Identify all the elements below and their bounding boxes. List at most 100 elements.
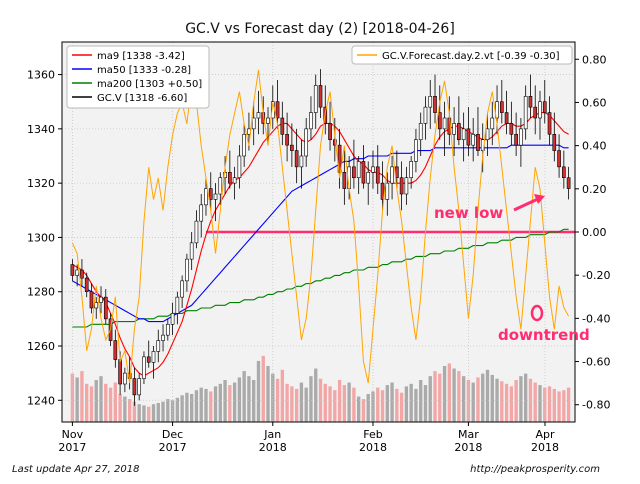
candle-body bbox=[99, 296, 103, 303]
candle-body bbox=[84, 277, 89, 293]
candle-body bbox=[304, 128, 309, 157]
candle-body bbox=[318, 85, 323, 108]
volume-bar bbox=[509, 386, 514, 422]
candle bbox=[437, 85, 442, 140]
candle bbox=[371, 150, 375, 189]
candle-body bbox=[542, 101, 547, 113]
x-tick-label-month: Feb bbox=[363, 428, 382, 441]
candle-body bbox=[146, 356, 151, 363]
candle-body bbox=[423, 106, 428, 124]
volume-bar bbox=[342, 385, 347, 422]
y-tick-label: 1240 bbox=[27, 394, 55, 407]
candle bbox=[399, 161, 404, 211]
volume-bar bbox=[461, 376, 466, 422]
volume-bar bbox=[423, 385, 428, 422]
volume-bar bbox=[156, 402, 160, 422]
candle-body bbox=[414, 139, 418, 162]
candle-body bbox=[275, 101, 280, 119]
candle bbox=[499, 80, 504, 124]
candle bbox=[180, 275, 184, 308]
volume-bar bbox=[89, 386, 94, 422]
volume-bar bbox=[452, 368, 456, 422]
candle-body bbox=[566, 177, 571, 189]
volume-bar bbox=[361, 399, 366, 422]
volume-bar bbox=[533, 382, 537, 422]
volume-bar bbox=[514, 380, 518, 422]
candle bbox=[156, 329, 161, 363]
candle bbox=[509, 101, 514, 146]
legend-forecast: GC.V.Forecast.day.2.vt [-0.39 -0.30] bbox=[351, 45, 573, 65]
y2-tick-label: -0.40 bbox=[582, 312, 610, 325]
y2-tick-label: -0.20 bbox=[582, 269, 610, 282]
candle bbox=[213, 183, 218, 222]
volume-bar bbox=[127, 399, 132, 422]
candle-body bbox=[194, 220, 199, 244]
volume-bar bbox=[524, 373, 528, 422]
forecast-line bbox=[71, 69, 570, 384]
candle-body bbox=[547, 112, 552, 135]
candle-body bbox=[75, 269, 79, 276]
x-tick-label-year: 2018 bbox=[359, 441, 387, 454]
volume-bar bbox=[519, 376, 523, 422]
candle bbox=[151, 346, 156, 379]
candle-body bbox=[113, 340, 118, 360]
candle bbox=[242, 123, 246, 167]
volume-bar bbox=[481, 373, 485, 422]
y-tick-label: 1340 bbox=[27, 123, 55, 136]
legend-main: ma9 [1338 -3.42] ma50 [1333 -0.28] ma200 [… bbox=[66, 45, 210, 109]
candle bbox=[366, 161, 371, 205]
downtrend-circle bbox=[530, 304, 544, 322]
annotation-new-low: new low bbox=[434, 204, 503, 222]
volume-bar bbox=[142, 405, 146, 422]
candle-body bbox=[557, 150, 561, 168]
legend-box bbox=[351, 45, 573, 65]
candle bbox=[375, 145, 380, 194]
candle bbox=[380, 161, 385, 211]
volume-bar bbox=[476, 377, 480, 422]
volume-bar bbox=[371, 391, 375, 422]
volume-bar bbox=[108, 387, 113, 422]
volume-bar bbox=[113, 382, 117, 422]
volume-bar bbox=[123, 396, 127, 422]
volume-bar bbox=[490, 374, 494, 422]
candle-body bbox=[390, 166, 394, 184]
volume-bar bbox=[242, 371, 246, 422]
candle bbox=[142, 351, 146, 384]
candle bbox=[418, 112, 423, 156]
candle bbox=[266, 107, 270, 146]
candle-body bbox=[309, 112, 313, 130]
candle-body bbox=[290, 144, 294, 151]
candle bbox=[75, 264, 79, 287]
volume-bar bbox=[252, 380, 256, 422]
y2-tick-label: 0.40 bbox=[582, 140, 607, 153]
candle bbox=[70, 259, 75, 281]
volume-bar bbox=[404, 386, 409, 422]
candle bbox=[132, 367, 137, 406]
legend-box bbox=[66, 45, 210, 109]
candle bbox=[552, 112, 557, 162]
volume-bar bbox=[447, 363, 451, 422]
candle bbox=[423, 96, 428, 140]
volume-bar bbox=[166, 399, 170, 422]
candle-body bbox=[328, 123, 332, 141]
candle-body bbox=[471, 133, 476, 146]
candle-body bbox=[504, 112, 509, 124]
candle-body bbox=[80, 269, 84, 279]
candle-body bbox=[371, 166, 375, 173]
candle-body bbox=[156, 340, 161, 352]
candle bbox=[490, 101, 495, 146]
candle bbox=[361, 145, 366, 189]
candle-body bbox=[437, 112, 442, 130]
candle-body bbox=[185, 258, 189, 282]
volume-bar bbox=[390, 382, 394, 422]
candle-body bbox=[366, 171, 371, 184]
candle-body bbox=[199, 204, 204, 222]
volume-bar bbox=[237, 377, 242, 422]
volume-bar bbox=[180, 395, 184, 422]
candle bbox=[309, 96, 313, 140]
candle bbox=[332, 118, 337, 162]
candle bbox=[113, 329, 118, 368]
candle bbox=[356, 156, 361, 194]
candle-body bbox=[204, 188, 208, 206]
candle bbox=[557, 134, 561, 178]
